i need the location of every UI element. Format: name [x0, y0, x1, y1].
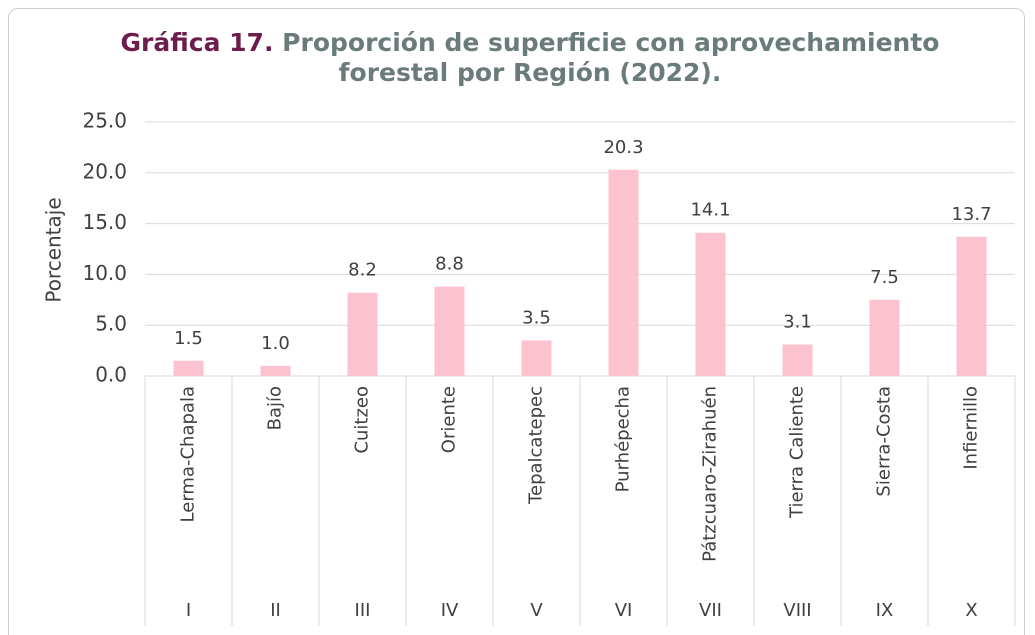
category-code: V — [530, 600, 543, 621]
category-code: II — [270, 600, 281, 621]
bar — [608, 169, 639, 376]
y-axis-label: Porcentaje — [42, 197, 66, 302]
data-label: 8.2 — [348, 260, 377, 281]
frame — [8, 8, 1025, 635]
data-label: 1.5 — [174, 328, 203, 349]
bar — [695, 232, 726, 376]
bar — [782, 344, 813, 376]
y-tick-label: 5.0 — [95, 312, 127, 336]
x-tick-label: Lerma-Chapala — [178, 386, 199, 522]
x-tick-label: Cuitzeo — [352, 386, 373, 454]
title-text: Proporción de superficie con aprovechami… — [282, 28, 940, 87]
bar — [173, 360, 204, 376]
chart-title: Gráfica 17. Proporción de superficie con… — [120, 28, 940, 88]
category-code: VIII — [783, 600, 811, 621]
x-tick-label: Pátzcuaro-Zirahuén — [700, 386, 721, 562]
bar — [434, 286, 465, 376]
bar — [956, 236, 987, 376]
y-tick-label: 0.0 — [95, 363, 127, 387]
data-label: 7.5 — [870, 267, 899, 288]
category-code: VI — [615, 600, 633, 621]
y-tick-label: 25.0 — [82, 109, 127, 133]
x-tick-label: Oriente — [439, 386, 460, 453]
category-code: X — [965, 600, 977, 621]
data-label: 13.7 — [951, 204, 991, 225]
data-label: 3.5 — [522, 307, 551, 328]
data-label: 3.1 — [783, 312, 812, 333]
x-tick-label: Bajío — [265, 386, 286, 430]
data-label: 8.8 — [435, 254, 464, 275]
y-tick-label: 10.0 — [82, 261, 127, 285]
x-tick-label: Tierra Caliente — [787, 386, 808, 519]
data-label: 1.0 — [261, 333, 290, 354]
bar — [521, 340, 552, 376]
y-tick-label: 15.0 — [82, 210, 127, 234]
category-code: I — [186, 600, 191, 621]
x-tick-label: Infiernillo — [961, 386, 982, 470]
bar — [347, 292, 378, 376]
y-tick-label: 20.0 — [82, 159, 127, 183]
data-label: 20.3 — [603, 137, 643, 158]
x-tick-label: Tepalcatepec — [526, 386, 547, 505]
data-label: 14.1 — [690, 200, 730, 221]
title-label: Gráfica 17. — [120, 28, 274, 57]
x-tick-label: Sierra-Costa — [874, 386, 895, 497]
category-code: III — [355, 600, 371, 621]
category-code: IV — [441, 600, 459, 621]
bar — [869, 299, 900, 376]
x-tick-label: Purhépecha — [613, 386, 634, 492]
category-code: VII — [699, 600, 722, 621]
bar — [260, 365, 291, 376]
category-code: IX — [876, 600, 894, 621]
